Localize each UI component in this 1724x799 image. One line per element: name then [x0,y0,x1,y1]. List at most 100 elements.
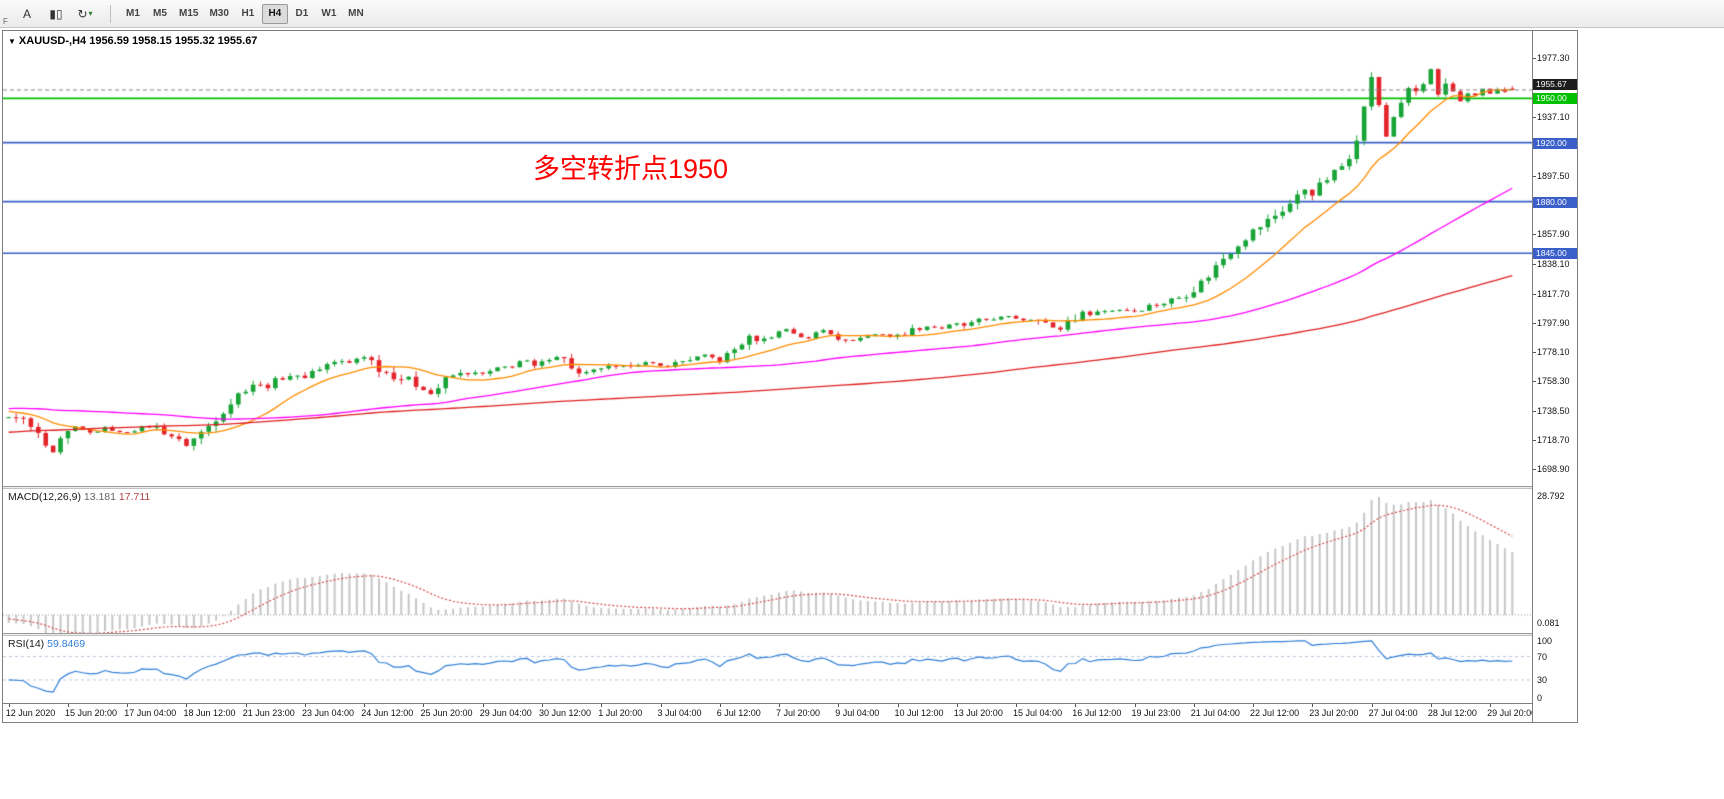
price-tick-label: 1937.10 [1537,112,1570,123]
rsi-canvas[interactable] [3,636,1532,703]
level-price-marker: 1920.00 [1533,137,1577,149]
price-tick-label: 1698.90 [1537,464,1570,474]
time-tick-label: 27 Jul 04:00 [1368,708,1418,718]
timeframe-button-group: M1 M5 M15 M30 H1 H4 D1 W1 MN [120,3,370,24]
timeframe-m30-button[interactable]: M30 [209,8,229,19]
time-axis-tick [423,704,424,707]
time-axis-tick [9,704,10,707]
time-tick-label: 15 Jul 04:00 [1013,708,1063,718]
time-tick-label: 29 Jul 20:00 [1487,708,1537,718]
time-tick-label: 22 Jul 12:00 [1250,708,1300,718]
time-tick-label: 16 Jul 12:00 [1072,708,1122,718]
time-axis-tick [1253,704,1254,707]
axis-tick [1533,440,1536,441]
axis-tick [1533,117,1536,118]
text-annotation-tool-button[interactable]: A [14,3,40,25]
time-axis[interactable]: 12 Jun 2020 15 Jun 20:00 17 Jun 04:00 18 Ju… [3,703,1577,722]
price-tick-label: 1738.50 [1537,405,1570,416]
time-tick-label: 15 Jun 20:00 [64,708,117,718]
time-tick-label: 3 Jul 04:00 [657,708,702,718]
rsi-panel: RSI(14) 59.8469 [3,636,1532,703]
panel-splitter[interactable] [3,633,1577,636]
chart-title-text: XAUUSD-,H4 1956.59 1958.15 1955.32 1955.… [18,35,258,47]
time-axis-tick [720,704,721,707]
time-axis-tick [1016,704,1017,707]
axis-tick [1533,323,1536,324]
time-axis-tick [246,704,247,707]
time-axis-tick [1312,704,1313,707]
price-tick-label: 1977.30 [1537,53,1570,63]
time-tick-label: 23 Jul 20:00 [1309,708,1359,718]
time-axis-tick [898,704,899,707]
candlestick-view-icon: ▮▯ [49,6,63,21]
chart-title: ▼ XAUUSD-,H4 1956.59 1958.15 1955.32 1955… [8,35,257,47]
time-tick-label: 18 Jun 12:00 [183,708,236,718]
axis-tick [1533,58,1536,59]
price-tick-label: 1797.90 [1537,317,1570,328]
macd-canvas[interactable] [3,489,1532,633]
timeframe-h4-button[interactable]: H4 [261,3,288,24]
time-tick-label: 6 Jul 12:00 [716,708,761,718]
time-axis-tick [1431,704,1432,707]
time-axis-tick [186,704,187,707]
price-axis[interactable]: 1977.30 1937.10 1897.50 1857.90 1838.10 1817.… [1532,31,1577,722]
macd-name: MACD(12,26,9) [8,491,81,503]
time-tick-label: 21 Jul 04:00 [1190,708,1240,718]
toolbar: A ▮▯ ↻ ▾ M1 M5 M15 M30 H1 H4 D1 W1 MN [0,0,1724,28]
time-axis-tick [838,704,839,707]
time-axis-tick [1135,704,1136,707]
annotation-text: 多空转折点1950 [533,154,729,184]
chevron-down-icon: ▾ [88,9,93,18]
panel-splitter[interactable] [3,486,1577,489]
timeframe-mn-button[interactable]: MN [348,8,364,19]
rsi-scale-label: 100 [1537,636,1553,646]
level-price-marker: 1880.00 [1533,196,1577,208]
toolbar-overflow-label: F [3,17,8,26]
time-axis-tick [957,704,958,707]
price-tick-label: 1778.10 [1537,347,1570,358]
axis-tick [1533,381,1536,382]
refresh-templates-button[interactable]: ↻ ▾ [72,3,98,25]
time-axis-tick [1075,704,1076,707]
time-axis-tick [364,704,365,707]
price-tick-label: 1758.30 [1537,376,1570,387]
level-price-marker: 1845.00 [1533,248,1577,260]
time-axis-tick [542,704,543,707]
price-tick-label: 1838.10 [1537,258,1570,269]
refresh-templates-icon: ↻ [77,6,88,21]
candlestick-view-button[interactable]: ▮▯ [43,3,69,25]
timeframe-m15-button[interactable]: M15 [179,8,199,19]
current-price-marker: 1955.67 [1533,78,1577,90]
macd-scale-label: 0.081 [1537,617,1560,628]
axis-tick [1533,469,1536,470]
toolbar-icon-group: A ▮▯ ↻ ▾ [14,3,101,25]
timeframe-d1-button[interactable]: D1 [295,8,309,19]
timeframe-m5-button[interactable]: M5 [153,8,167,19]
macd-label: MACD(12,26,9) 13.181 17.711 [8,491,150,503]
time-axis-tick [1194,704,1195,707]
time-tick-label: 19 Jul 23:00 [1131,708,1181,718]
timeframe-m1-button[interactable]: M1 [126,8,140,19]
price-tick-label: 1897.50 [1537,170,1570,181]
timeframe-h1-button[interactable]: H1 [241,8,255,19]
time-axis-tick [68,704,69,707]
time-tick-label: 28 Jul 12:00 [1427,708,1477,718]
main-chart-panel: ▼ XAUUSD-,H4 1956.59 1958.15 1955.32 1955… [3,31,1532,486]
level-price-marker: 1950.00 [1533,93,1577,105]
axis-tick [1533,352,1536,353]
time-axis-tick [601,704,602,707]
time-tick-label: 13 Jul 20:00 [953,708,1003,718]
macd-main-value: 13.181 [83,491,116,503]
price-chart-canvas[interactable] [3,31,1532,486]
chart-menu-icon[interactable]: ▼ [8,37,16,46]
axis-tick [1533,411,1536,412]
macd-signal-value: 17.711 [118,491,151,503]
rsi-value: 59.8469 [47,638,86,650]
time-tick-label: 23 Jun 04:00 [301,708,355,718]
time-tick-label: 1 Jul 20:00 [598,708,643,718]
time-tick-label: 25 Jun 20:00 [420,708,473,718]
price-tick-label: 1718.70 [1537,434,1570,445]
timeframe-w1-button[interactable]: W1 [321,8,337,19]
axis-tick [1533,264,1536,265]
